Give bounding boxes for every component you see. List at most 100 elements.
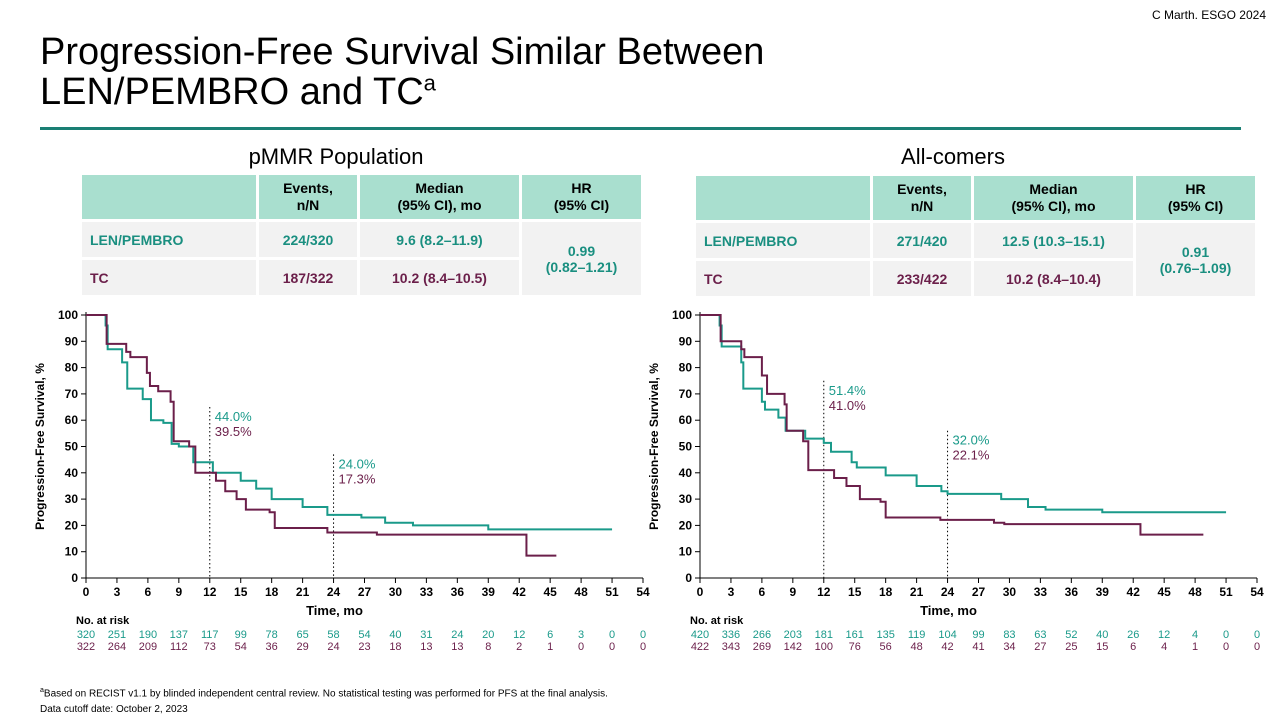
at-risk-label: No. at risk	[690, 615, 744, 627]
at-risk-count: 58	[327, 629, 339, 641]
at-risk-count: 29	[296, 641, 308, 653]
at-risk-count: 4	[1192, 629, 1198, 641]
landmark-value: 51.4%	[829, 383, 866, 398]
at-risk-count: 336	[722, 629, 740, 641]
at-risk-count: 65	[296, 629, 308, 641]
at-risk-count: 112	[170, 641, 188, 653]
y-tick-label: 70	[65, 387, 79, 401]
summary-table: Events, n/N Median (95% CI), mo HR (95% CI…	[693, 173, 1258, 299]
x-tick-label: 24	[941, 585, 955, 599]
at-risk-count: 181	[815, 629, 833, 641]
km-curve-tc	[86, 314, 557, 557]
title-rule	[40, 127, 1241, 130]
x-axis-label: Time, mo	[920, 603, 977, 618]
at-risk-count: 135	[876, 629, 894, 641]
data-cutoff: Data cutoff date: October 2, 2023	[40, 704, 188, 716]
at-risk-count: 6	[547, 629, 553, 641]
at-risk-count: 190	[139, 629, 157, 641]
table-row: TC 187/322 10.2 (8.4–10.5)	[82, 260, 641, 295]
panel-title-allcomers: All-comers	[901, 144, 1005, 169]
x-tick-label: 6	[145, 585, 152, 599]
y-tick-label: 90	[679, 334, 693, 348]
at-risk-count: 0	[640, 641, 646, 653]
y-axis-label: Progression-Free Survival, %	[33, 363, 47, 530]
at-risk-count: 27	[1034, 641, 1046, 653]
at-risk-count: 104	[938, 629, 956, 641]
x-tick-label: 24	[327, 585, 341, 599]
citation: C Marth. ESGO 2024	[1151, 8, 1266, 22]
y-tick-label: 30	[65, 492, 79, 506]
at-risk-count: 1	[1192, 641, 1198, 653]
x-tick-label: 45	[543, 585, 557, 599]
x-tick-label: 51	[605, 585, 619, 599]
at-risk-count: 119	[908, 629, 926, 641]
landmark-value: 22.1%	[953, 448, 990, 463]
x-tick-label: 27	[972, 585, 986, 599]
at-risk-count: 161	[846, 629, 864, 641]
at-risk-count: 76	[849, 641, 861, 653]
y-tick-label: 60	[679, 413, 693, 427]
at-risk-count: 26	[1127, 629, 1139, 641]
km-charts: 0 3 6 9 12 15 18 21 24 27 30 33 36 39 42 45 48 51 54010203…	[33, 308, 1264, 653]
panel-title-pmmr: pMMR Population	[248, 144, 424, 169]
at-risk-count: 137	[170, 629, 188, 641]
x-tick-label: 15	[848, 585, 862, 599]
at-risk-count: 99	[972, 629, 984, 641]
at-risk-count: 48	[910, 641, 922, 653]
x-tick-label: 18	[265, 585, 279, 599]
at-risk-count: 2	[516, 641, 522, 653]
y-tick-label: 70	[679, 387, 693, 401]
at-risk-count: 24	[327, 641, 339, 653]
arm-label: TC	[82, 260, 256, 295]
at-risk-count: 78	[266, 629, 278, 641]
events: 233/422	[873, 261, 971, 296]
x-tick-label: 12	[203, 585, 217, 599]
at-risk-count: 266	[753, 629, 771, 641]
at-risk-count: 100	[815, 641, 833, 653]
at-risk-count: 52	[1065, 629, 1077, 641]
y-tick-label: 40	[65, 466, 79, 480]
at-risk-count: 63	[1034, 629, 1046, 641]
at-risk-count: 269	[753, 641, 771, 653]
y-tick-label: 60	[65, 413, 79, 427]
y-tick-label: 90	[65, 334, 79, 348]
landmark-value: 32.0%	[953, 433, 990, 448]
y-tick-label: 80	[679, 361, 693, 375]
landmark-value: 24.0%	[339, 456, 376, 471]
median: 10.2 (8.4–10.4)	[974, 261, 1133, 296]
at-risk-count: 8	[485, 641, 491, 653]
x-tick-label: 36	[1065, 585, 1079, 599]
at-risk-count: 0	[640, 629, 646, 641]
at-risk-count: 23	[358, 641, 370, 653]
median: 9.6 (8.2–11.9)	[360, 222, 519, 257]
at-risk-count: 264	[108, 641, 126, 653]
x-tick-label: 12	[817, 585, 831, 599]
km-curve-tc	[700, 314, 1204, 536]
table-header: HR (95% CI)	[522, 175, 641, 219]
at-risk-count: 40	[389, 629, 401, 641]
at-risk-count: 251	[108, 629, 126, 641]
at-risk-count: 117	[201, 629, 219, 641]
landmark-value: 44.0%	[215, 409, 252, 424]
table-header: Events, n/N	[873, 176, 971, 220]
km-curve-len-pembro	[86, 314, 613, 531]
y-tick-label: 20	[65, 518, 79, 532]
at-risk-count: 13	[451, 641, 463, 653]
y-tick-label: 100	[58, 308, 78, 322]
at-risk-count: 0	[1254, 641, 1260, 653]
at-risk-label: No. at risk	[76, 615, 130, 627]
table-row: LEN/PEMBRO 271/420 12.5 (10.3–15.1) 0.91 (0.…	[696, 223, 1255, 296]
at-risk-count: 18	[389, 641, 401, 653]
x-tick-label: 42	[513, 585, 527, 599]
at-risk-count: 41	[972, 641, 984, 653]
x-tick-label: 30	[1003, 585, 1017, 599]
y-axis-label: Progression-Free Survival, %	[647, 363, 661, 530]
at-risk-count: 12	[1158, 629, 1170, 641]
table-header	[696, 176, 870, 220]
at-risk-count: 422	[691, 641, 709, 653]
arm-label: TC	[696, 261, 870, 296]
y-tick-label: 80	[65, 361, 79, 375]
at-risk-count: 34	[1003, 641, 1015, 653]
events: 187/322	[259, 260, 357, 295]
landmark-value: 17.3%	[339, 471, 376, 486]
